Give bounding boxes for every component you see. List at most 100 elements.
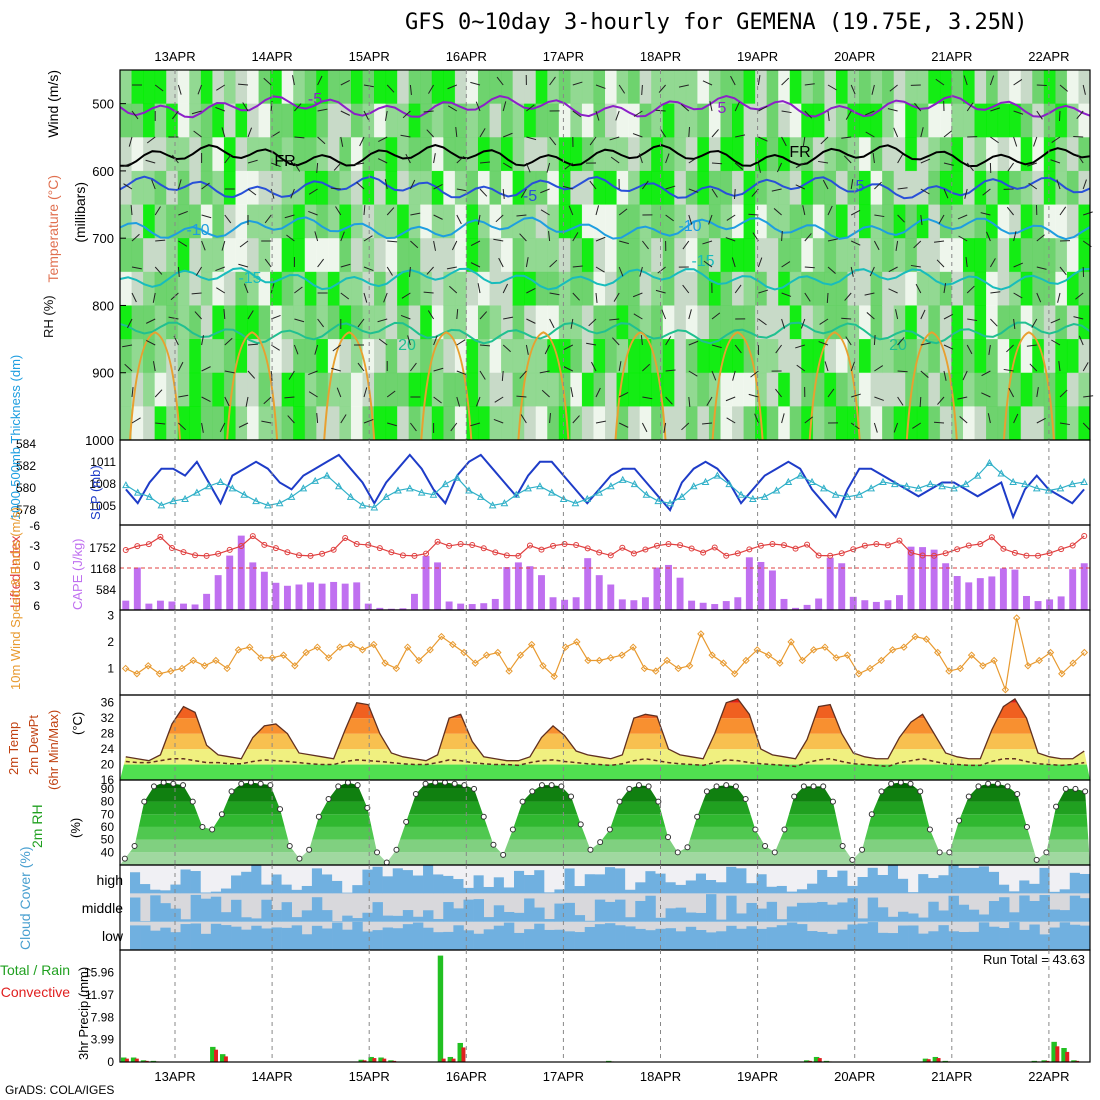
wind-barb — [407, 335, 411, 346]
rh-cell — [189, 271, 202, 306]
lifted-index-marker — [734, 550, 741, 557]
rh-cell — [327, 238, 340, 273]
cape-bar — [803, 604, 811, 610]
rh-cell — [812, 204, 825, 239]
rh-cell — [570, 204, 583, 239]
wind-barb — [665, 185, 676, 190]
wind-speed-marker — [471, 659, 479, 667]
cloud-cell — [1009, 912, 1020, 922]
thickness-marker — [950, 484, 958, 492]
rh-cell — [316, 170, 329, 206]
rh-marker — [606, 826, 613, 833]
precip-tick-label: 3.99 — [91, 1033, 115, 1047]
rh-marker — [209, 826, 216, 833]
rh-cell — [1066, 339, 1079, 374]
rh-cell — [812, 70, 825, 105]
cape-tick-label: 1168 — [90, 562, 116, 576]
rh-marker — [480, 813, 487, 820]
wind-barb — [895, 240, 899, 251]
rh-cell — [766, 339, 779, 374]
cloud-cell — [1049, 891, 1060, 894]
thickness-marker — [831, 490, 840, 498]
rh-cell — [408, 70, 421, 105]
cloud-row-label: low — [102, 928, 124, 944]
cloud-cell — [807, 931, 818, 950]
wind-barb — [540, 209, 550, 216]
cloud-cell — [342, 929, 353, 950]
rh-cell — [477, 103, 491, 138]
rh-cell — [397, 137, 410, 172]
rh-cell — [755, 70, 768, 105]
wind-barb — [841, 317, 852, 320]
wind-barb — [154, 206, 161, 216]
rh-cell — [189, 406, 202, 441]
rh-cell — [547, 137, 560, 172]
wind-speed-marker — [629, 643, 637, 651]
cloud-cell — [463, 887, 474, 894]
wind-barb — [317, 258, 325, 268]
cloud-cell — [433, 918, 444, 922]
rh-cell — [939, 406, 952, 441]
rh-marker — [247, 779, 254, 786]
wind-barb — [748, 393, 759, 398]
rh-cell — [835, 137, 848, 172]
rh-cell — [281, 70, 294, 105]
wind-barb — [308, 188, 318, 195]
lifted-index-marker — [596, 549, 603, 556]
wind-barb — [363, 266, 374, 272]
cloud-cell — [675, 884, 687, 894]
rh-cell — [916, 339, 929, 374]
wind-barb — [1059, 266, 1067, 276]
rh-cell — [812, 271, 825, 306]
rh-cell — [247, 305, 260, 340]
rh-cell — [1043, 339, 1056, 374]
cloud-cell — [261, 884, 272, 894]
wind-barb — [145, 318, 156, 324]
wind-barb — [177, 84, 182, 95]
wind-barb — [920, 188, 930, 195]
rh-cell — [801, 305, 814, 340]
rh-cell — [847, 305, 860, 340]
cloud-cell — [1019, 929, 1030, 950]
precip-total-bar — [447, 1056, 454, 1062]
thickness-marker — [145, 492, 154, 500]
rh-fill — [120, 782, 1090, 865]
rh-cell — [212, 70, 225, 105]
rh-cell — [1055, 339, 1068, 374]
wind-barb — [363, 418, 374, 424]
rh-cell — [189, 170, 202, 206]
rh-cell — [524, 204, 537, 239]
wind-barb — [711, 344, 722, 349]
cloud-clear-cell — [978, 865, 990, 867]
rh-cell — [385, 305, 398, 340]
wind-barb — [178, 422, 187, 431]
wind-barb — [130, 204, 133, 216]
rh-cell — [824, 137, 837, 172]
cape-bar — [884, 600, 892, 610]
cloud-clear-cell — [695, 865, 707, 874]
rh-cell — [177, 271, 190, 306]
cape-bar — [457, 603, 465, 610]
wind-barb — [270, 131, 280, 138]
wind-barb — [377, 318, 388, 323]
cloud-cell — [483, 917, 495, 922]
cape-bar — [330, 581, 338, 610]
lifted-index-marker — [376, 545, 383, 552]
cloud-cell — [716, 882, 727, 894]
rh-cell — [974, 170, 987, 206]
rh-cell — [512, 305, 525, 340]
wind-barb — [409, 84, 412, 95]
cloud-cell — [978, 914, 990, 922]
rh-cell — [466, 170, 479, 206]
wind-barb — [264, 214, 272, 224]
rh-cell — [835, 305, 848, 340]
cloud-cell — [625, 926, 636, 950]
rh-marker — [1062, 785, 1069, 792]
lifted-index-marker — [642, 546, 649, 553]
rh-cell — [1043, 271, 1056, 306]
rh-cell — [1009, 305, 1022, 340]
lifted-index-marker — [942, 550, 949, 557]
rh-cell — [304, 305, 317, 340]
wind-barb — [308, 210, 318, 216]
wind-barb — [456, 396, 461, 407]
